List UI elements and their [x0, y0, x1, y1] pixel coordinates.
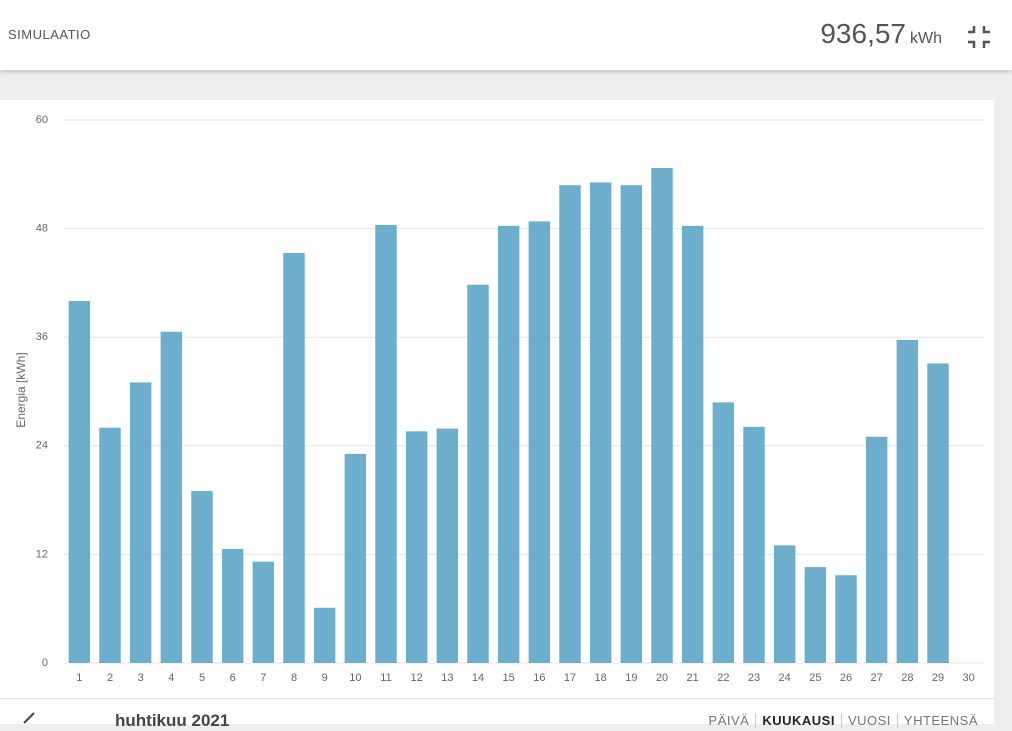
x-tick-label: 28 — [901, 672, 913, 684]
bar — [160, 331, 183, 663]
bar — [436, 428, 459, 663]
bar — [620, 185, 643, 663]
bar — [804, 567, 827, 663]
y-tick-label: 36 — [36, 331, 48, 343]
bar — [743, 426, 765, 663]
bar — [651, 167, 673, 663]
y-tick-label: 12 — [36, 548, 48, 560]
bar — [497, 225, 520, 663]
x-tick-label: 8 — [291, 672, 297, 684]
x-tick-label: 19 — [625, 672, 637, 684]
chart-card: Energia [kWh] 0 12 24 36 48 60 1 2 3 4 5 6 7 8 9 10 11 12… — [0, 100, 994, 730]
bar — [99, 427, 121, 663]
x-tick-label: 30 — [963, 672, 975, 684]
tabs: PÄIVÄ KUUKAUSI VUOSI YHTEENSÄ — [703, 713, 984, 728]
page-title: SIMULAATIO — [8, 27, 91, 42]
bar — [344, 453, 367, 663]
collapse-icon[interactable] — [966, 24, 992, 50]
tab[interactable]: KUUKAUSI — [755, 713, 841, 728]
x-tick-label: 24 — [779, 672, 791, 684]
total: 936,57 kWh — [820, 18, 942, 50]
x-tick-label: 27 — [871, 672, 883, 684]
bar — [252, 561, 275, 663]
tab[interactable]: PÄIVÄ — [708, 713, 750, 728]
x-tick-label: 17 — [564, 672, 576, 684]
x-tick-label: 7 — [260, 672, 266, 684]
x-tick-label: 5 — [199, 672, 205, 684]
back-arrow[interactable] — [20, 711, 40, 731]
x-tick-label: 1 — [76, 672, 82, 684]
x-tick-label: 9 — [322, 672, 328, 684]
total-value: 936,57 — [820, 18, 906, 49]
y-tick-label: 0 — [42, 657, 48, 669]
x-tick-label: 6 — [230, 672, 236, 684]
x-tick-label: 11 — [380, 672, 391, 684]
x-tick-label: 3 — [138, 672, 144, 684]
x-tick-label: 22 — [717, 672, 729, 684]
bar — [865, 436, 888, 663]
bar — [589, 182, 612, 663]
total-unit: kWh — [910, 30, 942, 47]
bar — [467, 284, 489, 663]
tab[interactable]: VUOSI — [840, 713, 897, 728]
bar — [68, 301, 91, 663]
x-tick-label: 2 — [107, 672, 113, 684]
x-tick-label: 10 — [349, 672, 361, 684]
bar — [283, 253, 305, 663]
x-tick-label: 25 — [809, 672, 821, 684]
x-tick-label: 29 — [932, 672, 944, 684]
y-tick-label: 48 — [36, 223, 48, 235]
y-tick-label: 60 — [36, 114, 48, 126]
bar — [712, 402, 735, 663]
x-tick-label: 13 — [441, 672, 453, 684]
bar — [221, 548, 244, 663]
bar — [927, 363, 949, 663]
bar — [191, 491, 213, 663]
footer: huhtikuu 2021 PÄIVÄ KUUKAUSI VUOSI YHTEENSÄ — [0, 698, 994, 731]
bar — [681, 225, 704, 663]
x-tick-label: 16 — [533, 672, 545, 684]
bar — [528, 221, 551, 664]
x-tick-label: 21 — [687, 672, 699, 684]
bar — [405, 431, 428, 663]
bar — [773, 545, 796, 663]
bar — [375, 224, 397, 663]
bar — [896, 339, 919, 663]
x-tick-label: 12 — [411, 672, 423, 684]
bar — [559, 185, 581, 663]
x-tick-label: 14 — [472, 672, 484, 684]
month-label: huhtikuu 2021 — [115, 711, 230, 730]
x-tick-label: 20 — [656, 672, 668, 684]
x-tick-label: 18 — [595, 672, 607, 684]
tab[interactable]: YHTEENSÄ — [896, 713, 984, 728]
bar — [129, 382, 152, 663]
y-axis-label: Energia [kWh] — [14, 352, 28, 427]
header: SIMULAATIO 936,57 kWh — [0, 0, 1012, 70]
x-tick-label: 4 — [168, 672, 174, 684]
bar — [313, 607, 336, 663]
x-tick-label: 15 — [503, 672, 515, 684]
x-tick-label: 26 — [840, 672, 852, 684]
y-tick-label: 24 — [36, 440, 48, 452]
x-tick-label: 23 — [748, 672, 760, 684]
bar — [835, 575, 857, 663]
